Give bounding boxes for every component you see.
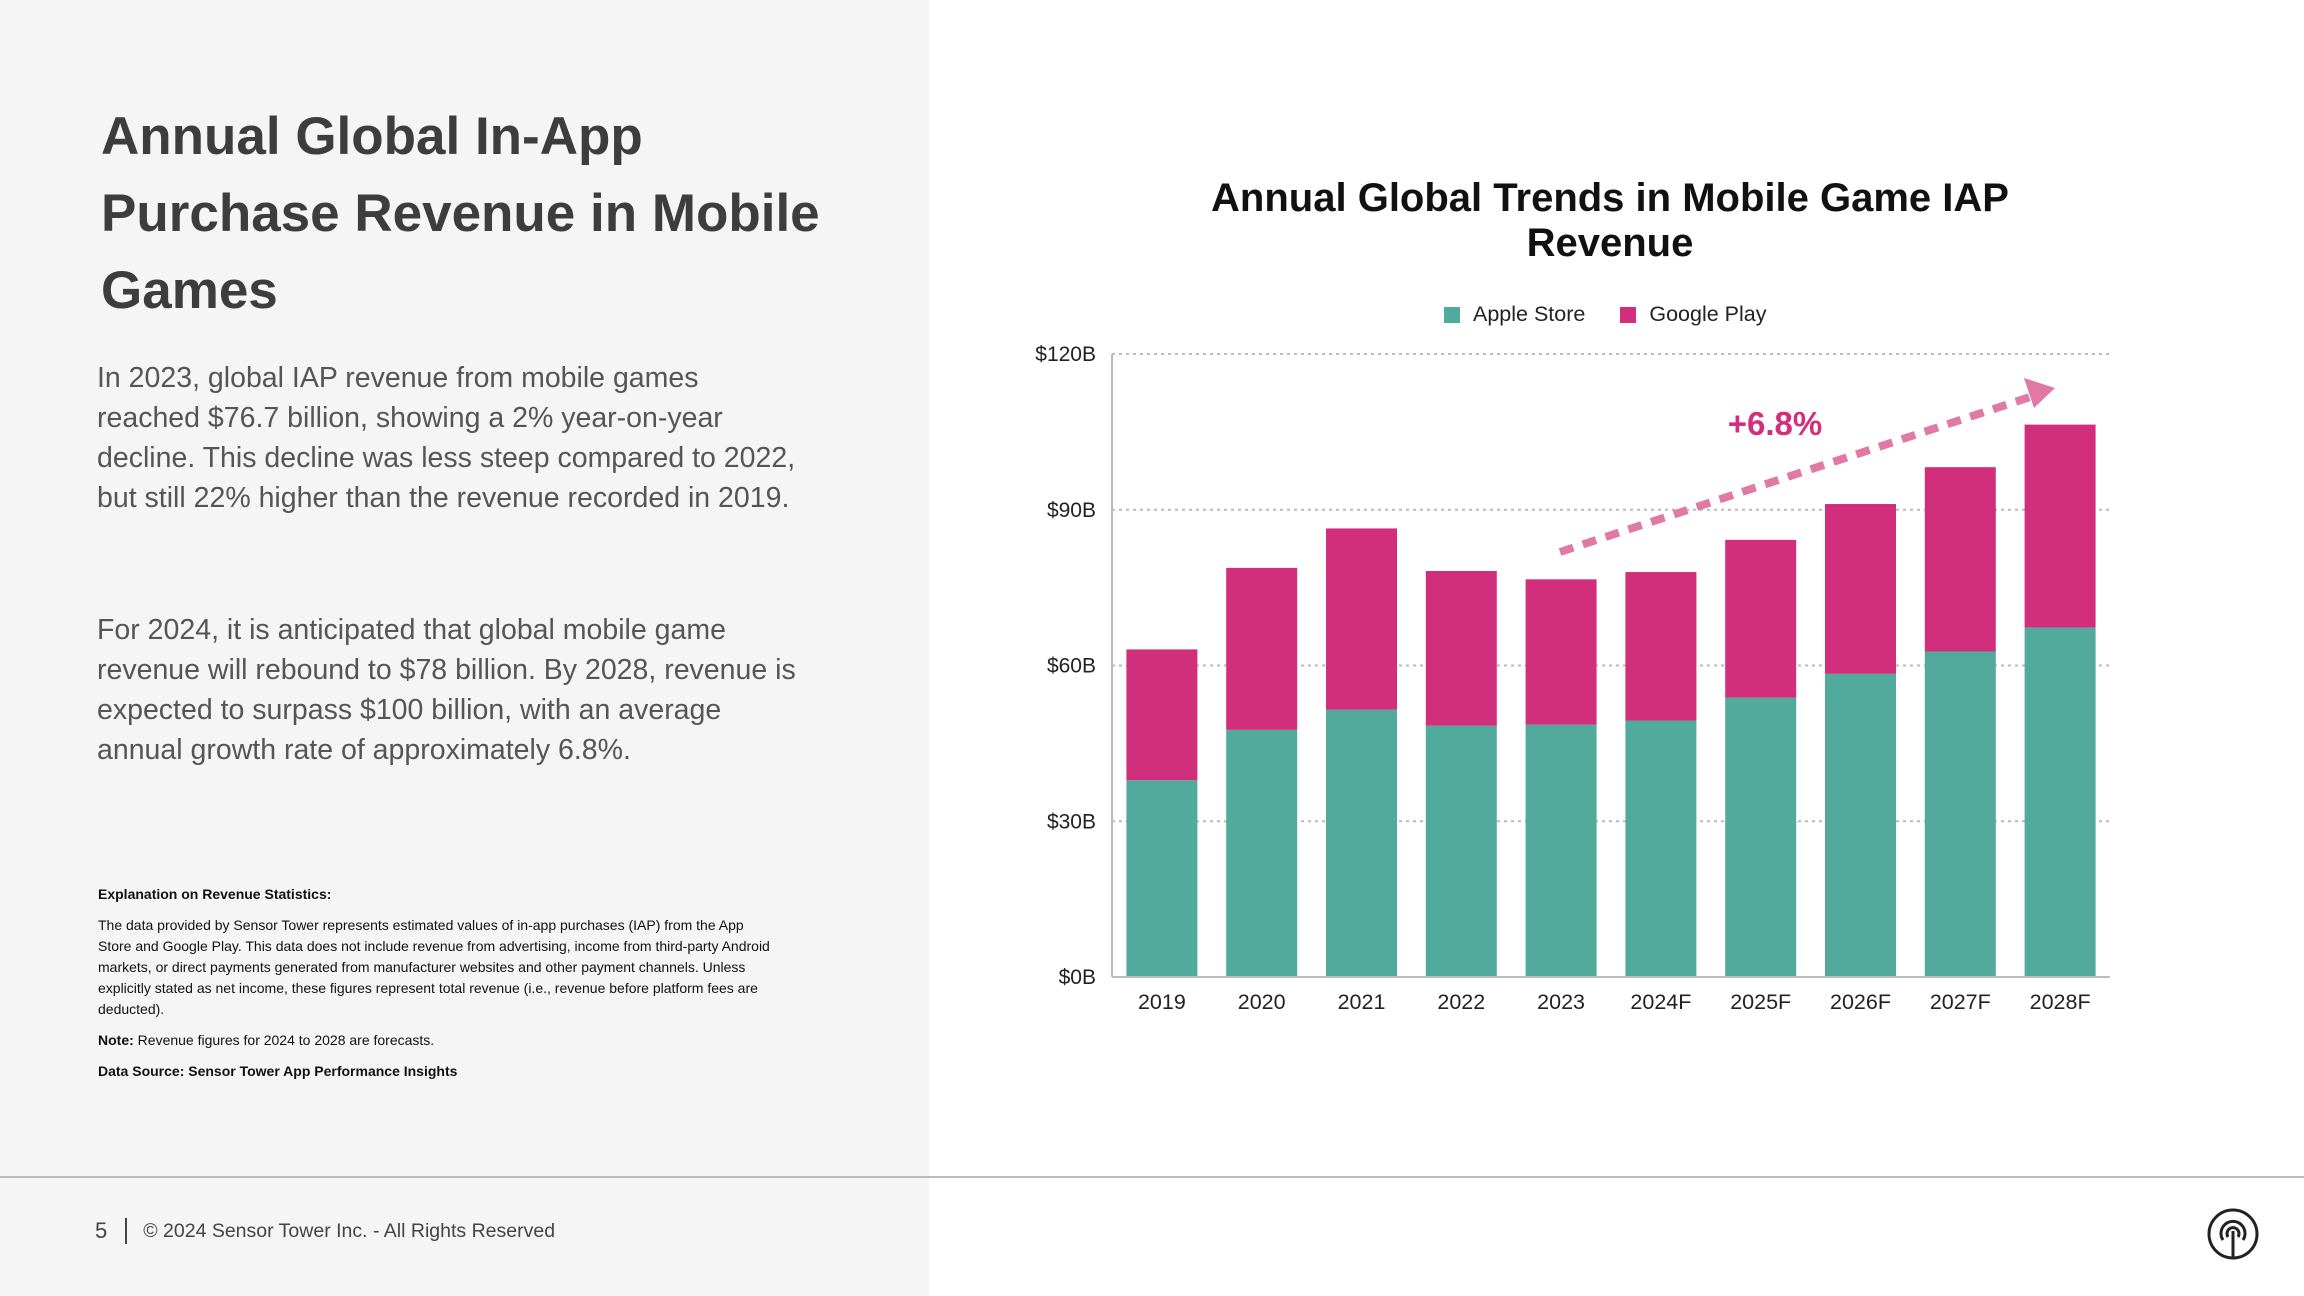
bar-apple-store [2024, 627, 2096, 977]
left-panel [0, 0, 929, 1296]
growth-annotation: +6.8% [1728, 405, 1823, 442]
bar-apple-store [1825, 673, 1896, 977]
x-tick-label: 2027F [1930, 990, 1991, 1014]
data-source: Data Source: Sensor Tower App Performanc… [98, 1063, 458, 1079]
x-tick-label: 2021 [1338, 990, 1386, 1014]
trend-arrow-head-icon [2024, 378, 2055, 408]
x-tick-label: 2022 [1437, 990, 1485, 1014]
legend-swatch [1444, 306, 1460, 323]
notes-heading: Explanation on Revenue Statistics: [98, 886, 332, 902]
copyright-text: © 2024 Sensor Tower Inc. - All Rights Re… [143, 1219, 556, 1242]
bar-google-play [1425, 571, 1497, 726]
bar-apple-store [1425, 725, 1497, 977]
legend-item-google-play: Google Play [1620, 302, 1767, 327]
y-tick-label: $0B [1059, 966, 1096, 989]
chart-title: Annual Global Trends in Mobile Game IAP … [1211, 176, 2009, 265]
bar-google-play [1725, 539, 1797, 698]
bar-apple-store [1226, 729, 1298, 977]
sensor-tower-logo-icon [2207, 1208, 2259, 1260]
bar-apple-store [1326, 709, 1397, 977]
note-label: Note: [98, 1032, 134, 1048]
x-tick-label: 2028F [2030, 990, 2091, 1014]
bar-google-play [1226, 567, 1298, 730]
bar-google-play [1625, 572, 1697, 721]
bar-google-play [1924, 467, 1996, 652]
x-tick-label: 2025F [1730, 990, 1791, 1014]
y-tick-label: $60B [1047, 655, 1096, 678]
x-tick-label: 2026F [1830, 990, 1891, 1014]
legend-label: Apple Store [1473, 302, 1586, 326]
y-tick-label: $30B [1047, 810, 1096, 833]
chart-legend: Apple Store Google Play [1444, 302, 1802, 327]
footer: 5 © 2024 Sensor Tower Inc. - All Rights … [95, 1218, 555, 1244]
revenue-notes: Explanation on Revenue Statistics: The d… [98, 884, 778, 1092]
summary-paragraph-forecast: For 2024, it is anticipated that global … [97, 614, 796, 766]
footer-separator [125, 1218, 128, 1244]
forecast-note: Note: Revenue figures for 2024 to 2028 a… [98, 1030, 778, 1051]
bar-apple-store [1126, 780, 1198, 977]
y-tick-label: $90B [1047, 499, 1096, 522]
bar-google-play [1326, 528, 1397, 710]
note-text: Revenue figures for 2024 to 2028 are for… [133, 1032, 435, 1048]
notes-body: The data provided by Sensor Tower repres… [98, 917, 770, 1017]
x-tick-label: 2024F [1630, 990, 1691, 1014]
bar-apple-store [1725, 697, 1797, 977]
bar-google-play [1825, 504, 1896, 674]
bar-apple-store [1924, 651, 1996, 977]
legend-swatch [1620, 306, 1637, 323]
y-tick-label: $120B [1035, 343, 1096, 366]
bar-google-play [1126, 649, 1198, 781]
x-tick-label: 2020 [1238, 990, 1286, 1014]
legend-item-apple-store: Apple Store [1444, 302, 1585, 327]
bar-apple-store [1525, 724, 1597, 977]
bar-google-play [1525, 579, 1597, 725]
bar-google-play [2024, 424, 2096, 628]
x-tick-label: 2023 [1537, 990, 1585, 1014]
footer-divider [0, 1176, 2304, 1178]
page-number: 5 [95, 1218, 108, 1243]
bar-apple-store [1625, 720, 1697, 977]
trend-arrow-line [1558, 393, 2032, 556]
summary-paragraph-2023: In 2023, global IAP revenue from mobile … [97, 362, 796, 514]
x-tick-label: 2019 [1138, 990, 1186, 1014]
page-title: Annual Global In-App Purchase Revenue in… [101, 107, 820, 320]
legend-label: Google Play [1649, 302, 1767, 326]
